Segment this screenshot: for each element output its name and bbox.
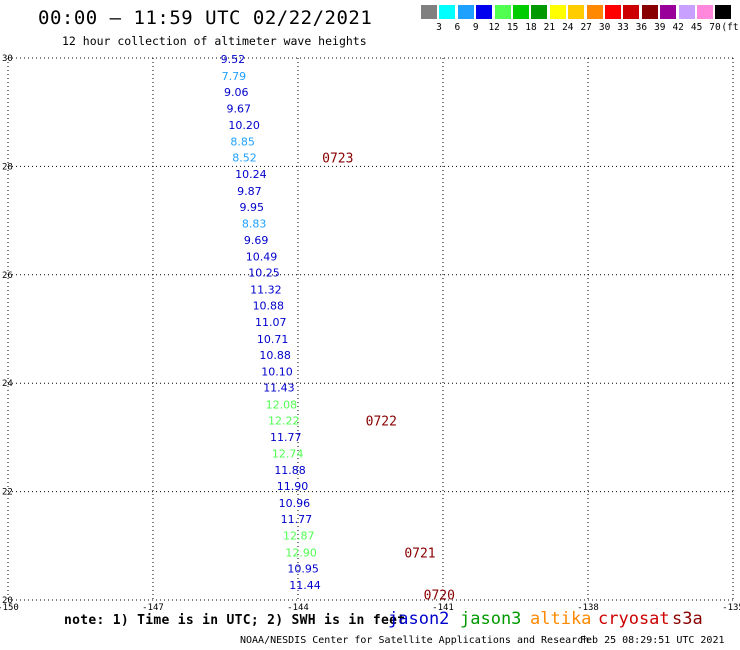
wave-height-value: 12.08 xyxy=(266,398,298,411)
wave-height-value: 12.90 xyxy=(285,546,317,559)
wave-height-value: 8.83 xyxy=(242,217,267,230)
x-tick-label: -147 xyxy=(142,603,164,613)
color-scale-label: 39 xyxy=(654,22,666,33)
color-scale-label: 27 xyxy=(580,22,592,33)
color-scale-label: 6 xyxy=(454,22,461,33)
satellite-legend-item: altika xyxy=(530,609,592,629)
x-tick-label: -141 xyxy=(432,603,454,613)
color-swatch xyxy=(476,5,493,19)
wave-height-value: 11.90 xyxy=(277,480,309,493)
wave-height-value: 10.24 xyxy=(235,168,267,181)
satellite-legend-item: jason3 xyxy=(460,609,522,629)
color-scale-unit: (ft) xyxy=(721,22,740,33)
color-swatch xyxy=(715,5,732,19)
pass-time-label: 0722 xyxy=(366,415,397,430)
wave-height-value: 11.88 xyxy=(274,464,306,477)
wave-height-value: 11.43 xyxy=(263,382,295,395)
pass-time-label: 0720 xyxy=(424,589,455,604)
color-swatch xyxy=(457,5,474,19)
color-scale-label: 33 xyxy=(617,22,629,33)
wave-height-value: 10.88 xyxy=(253,300,284,313)
wave-height-value: 12.22 xyxy=(268,415,300,428)
wave-height-value: 11.77 xyxy=(281,513,313,526)
color-scale-label: 30 xyxy=(598,22,611,33)
wave-height-value: 9.06 xyxy=(224,86,249,99)
credit-line: NOAA/NESDIS Center for Satellite Applica… xyxy=(240,635,590,646)
chart-title: 00:00 — 11:59 UTC 02/22/2021 xyxy=(38,7,373,29)
footnote: note: 1) Time is in UTC; 2) SWH is in fe… xyxy=(64,613,406,628)
y-tick-label: 22 xyxy=(2,488,13,498)
color-scale-label: 3 xyxy=(436,22,442,33)
wave-height-value: 10.20 xyxy=(228,119,260,132)
wave-height-value: 9.87 xyxy=(237,185,262,198)
pass-time-label: 0721 xyxy=(404,546,435,561)
wave-height-value: 10.95 xyxy=(287,563,319,576)
color-swatch xyxy=(605,5,621,19)
color-swatch xyxy=(697,5,713,19)
color-scale-label: 70 xyxy=(709,22,721,33)
y-tick-label: 20 xyxy=(2,596,13,606)
wave-height-value: 12.87 xyxy=(283,530,315,543)
wave-height-value: 11.32 xyxy=(250,283,282,296)
color-swatch xyxy=(513,5,529,19)
x-tick-label: -150 xyxy=(0,603,19,613)
color-scale-label: 42 xyxy=(672,22,684,33)
wave-height-value: 8.85 xyxy=(230,135,255,148)
wave-height-value: 10.49 xyxy=(246,250,277,263)
x-tick-label: -135 xyxy=(722,603,740,613)
satellite-legend-item: cryosat xyxy=(598,609,670,629)
color-swatch xyxy=(641,5,658,19)
color-swatch xyxy=(494,5,511,19)
wave-height-value: 10.10 xyxy=(261,365,293,378)
color-scale-label: 12 xyxy=(488,22,500,33)
wave-height-value: 10.96 xyxy=(279,497,311,510)
wave-height-value: 10.71 xyxy=(257,333,289,346)
color-swatch xyxy=(586,5,603,19)
color-scale-label: 45 xyxy=(690,22,703,33)
pass-time-label: 0723 xyxy=(322,152,353,167)
y-tick-label: 24 xyxy=(2,379,13,389)
wave-height-value: 9.69 xyxy=(244,234,269,247)
color-scale-label: 21 xyxy=(543,22,556,33)
y-tick-label: 28 xyxy=(2,162,13,172)
color-scale-label: 24 xyxy=(562,22,574,33)
wave-height-value: 11.44 xyxy=(289,579,321,592)
satellite-legend-item: jason2 xyxy=(388,609,450,629)
wave-height-value: 9.52 xyxy=(221,53,246,66)
color-swatch xyxy=(421,5,437,19)
x-tick-label: -144 xyxy=(287,603,309,613)
wave-height-value: 10.88 xyxy=(259,349,291,362)
color-scale-label: 9 xyxy=(472,22,479,33)
color-scale-label: 15 xyxy=(506,22,519,33)
wave-height-value: 12.74 xyxy=(272,448,304,461)
x-tick-label: -138 xyxy=(577,603,599,613)
wave-height-value: 11.77 xyxy=(270,431,302,444)
wave-height-value: 8.52 xyxy=(232,152,257,165)
y-tick-label: 30 xyxy=(2,54,13,64)
color-swatch xyxy=(623,5,640,19)
wave-height-value: 7.79 xyxy=(222,70,247,83)
color-swatch xyxy=(678,5,695,19)
satellite-legend-item: s3a xyxy=(672,609,703,629)
y-tick-label: 26 xyxy=(2,271,13,281)
color-swatch xyxy=(439,5,456,19)
color-swatch xyxy=(549,5,566,19)
wave-height-value: 9.95 xyxy=(240,201,265,214)
wave-height-value: 10.25 xyxy=(248,267,280,280)
color-scale-label: 18 xyxy=(525,22,537,33)
color-swatch xyxy=(568,5,585,19)
color-scale-label: 36 xyxy=(635,22,648,33)
color-swatch xyxy=(660,5,677,19)
wave-height-value: 9.67 xyxy=(226,102,251,115)
color-swatch xyxy=(531,5,548,19)
wave-height-value: 11.07 xyxy=(255,316,287,329)
generation-timestamp: Feb 25 08:29:51 UTC 2021 xyxy=(580,635,725,646)
chart-subtitle: 12 hour collection of altimeter wave hei… xyxy=(62,34,367,48)
